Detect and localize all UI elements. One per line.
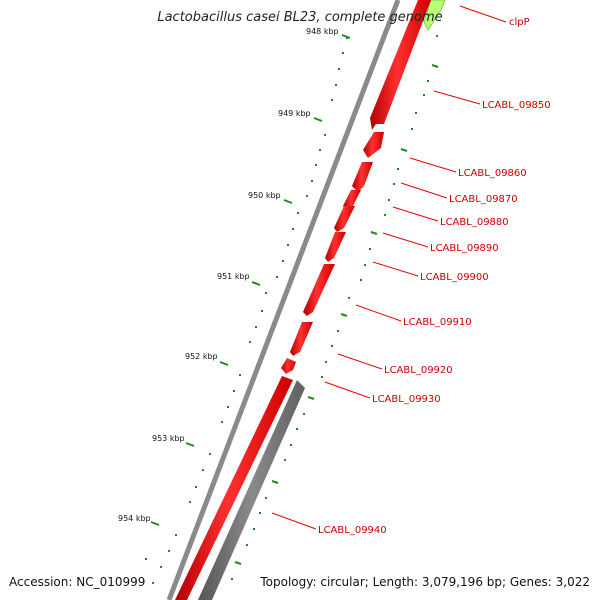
- gene-LCABL_09900[interactable]: [325, 232, 346, 262]
- tick-label: 950 kbp: [248, 191, 281, 200]
- tick-label: 954 kbp: [118, 514, 151, 523]
- gene-LCABL_09920[interactable]: [290, 322, 313, 356]
- gene-label: LCABL_09920: [384, 365, 453, 376]
- gene-LCABL_09870[interactable]: [352, 162, 373, 192]
- gene-label: LCABL_09870: [449, 194, 518, 205]
- genome-summary: Topology: circular; Length: 3,079,196 bp…: [260, 575, 590, 589]
- gene-label: LCABL_09930: [372, 394, 441, 405]
- gene-LCABL_09860[interactable]: [363, 132, 384, 158]
- gene-LCABL_09930[interactable]: [281, 358, 296, 374]
- reverse-strand-gene[interactable]: [198, 380, 305, 600]
- gene-LCABL_09910[interactable]: [303, 264, 335, 316]
- gene-LCABL_09850[interactable]: [370, 0, 431, 130]
- outer-tick-ring: [231, 35, 439, 580]
- gene-label: LCABL_09860: [458, 168, 527, 179]
- tick-label: 951 kbp: [217, 272, 250, 281]
- map-title: Lactobacillus casei BL23, complete genom…: [157, 10, 443, 25]
- tick-labels: 948 kbp 949 kbp 950 kbp 951 kbp 952 kbp …: [118, 27, 339, 523]
- tick-label: 953 kbp: [152, 434, 185, 443]
- accession-label: Accession: NC_010999: [9, 575, 146, 589]
- backbone-ring: [166, 0, 401, 600]
- tick-label: 949 kbp: [278, 109, 311, 118]
- forward-gene-track: [175, 0, 446, 600]
- gene-label: LCABL_09940: [318, 525, 387, 536]
- inner-tick-ring: [145, 37, 348, 584]
- major-ticks: [150, 34, 351, 526]
- gene-label: LCABL_09880: [440, 217, 509, 228]
- gene-label: LCABL_09900: [420, 272, 489, 283]
- gene-label: LCABL_09890: [430, 243, 499, 254]
- gene-label: clpP: [509, 17, 530, 28]
- gene-label: LCABL_09910: [403, 317, 472, 328]
- gene-label: LCABL_09850: [482, 100, 551, 111]
- gene-clpP[interactable]: [423, 0, 446, 32]
- tick-label: 948 kbp: [306, 27, 339, 36]
- gene-LCABL_09940[interactable]: [175, 376, 293, 600]
- tick-label: 952 kbp: [185, 352, 218, 361]
- gene-LCABL_09890[interactable]: [334, 206, 355, 232]
- label-leaders: [271, 5, 507, 530]
- gene-labels: clpP LCABL_09850 LCABL_09860 LCABL_09870…: [318, 17, 551, 536]
